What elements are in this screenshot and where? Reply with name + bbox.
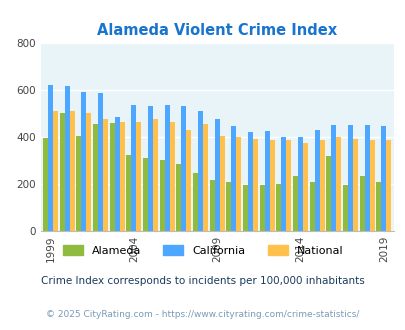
- Bar: [264, 131, 269, 231]
- Bar: [243, 185, 247, 231]
- Bar: [375, 182, 380, 231]
- Bar: [297, 137, 302, 231]
- Bar: [352, 139, 357, 231]
- Bar: [386, 141, 390, 231]
- Bar: [176, 164, 181, 231]
- Bar: [364, 125, 369, 231]
- Bar: [380, 126, 386, 231]
- Bar: [81, 92, 86, 231]
- Bar: [319, 141, 324, 231]
- Bar: [159, 160, 164, 231]
- Text: Crime Index corresponds to incidents per 100,000 inhabitants: Crime Index corresponds to incidents per…: [41, 276, 364, 286]
- Bar: [198, 111, 202, 231]
- Bar: [286, 141, 291, 231]
- Bar: [76, 136, 81, 231]
- Bar: [276, 184, 281, 231]
- Bar: [148, 106, 153, 231]
- Bar: [335, 137, 341, 231]
- Bar: [181, 106, 186, 231]
- Bar: [314, 130, 319, 231]
- Bar: [126, 154, 131, 231]
- Bar: [186, 130, 191, 231]
- Bar: [86, 114, 91, 231]
- Legend: Alameda, California, National: Alameda, California, National: [63, 245, 342, 255]
- Bar: [115, 117, 119, 231]
- Bar: [65, 86, 70, 231]
- Bar: [164, 105, 169, 231]
- Bar: [93, 124, 98, 231]
- Bar: [136, 122, 141, 231]
- Bar: [131, 105, 136, 231]
- Bar: [226, 182, 231, 231]
- Bar: [236, 137, 241, 231]
- Bar: [309, 182, 314, 231]
- Bar: [247, 132, 252, 231]
- Bar: [60, 114, 65, 231]
- Bar: [53, 111, 58, 231]
- Bar: [43, 138, 48, 231]
- Title: Alameda Violent Crime Index: Alameda Violent Crime Index: [97, 22, 337, 38]
- Bar: [342, 185, 347, 231]
- Bar: [48, 85, 53, 231]
- Bar: [214, 119, 219, 231]
- Bar: [209, 181, 214, 231]
- Bar: [109, 123, 115, 231]
- Bar: [98, 93, 103, 231]
- Bar: [330, 125, 335, 231]
- Bar: [119, 122, 124, 231]
- Bar: [359, 176, 364, 231]
- Bar: [169, 122, 174, 231]
- Bar: [259, 185, 264, 231]
- Bar: [103, 119, 108, 231]
- Bar: [70, 111, 75, 231]
- Text: © 2025 CityRating.com - https://www.cityrating.com/crime-statistics/: © 2025 CityRating.com - https://www.city…: [46, 310, 359, 319]
- Bar: [219, 136, 224, 231]
- Bar: [202, 124, 207, 231]
- Bar: [347, 125, 352, 231]
- Bar: [302, 143, 307, 231]
- Bar: [269, 141, 274, 231]
- Bar: [326, 156, 330, 231]
- Bar: [292, 176, 297, 231]
- Bar: [252, 139, 258, 231]
- Bar: [143, 158, 148, 231]
- Bar: [369, 141, 374, 231]
- Bar: [231, 126, 236, 231]
- Bar: [192, 173, 198, 231]
- Bar: [281, 137, 286, 231]
- Bar: [153, 119, 158, 231]
